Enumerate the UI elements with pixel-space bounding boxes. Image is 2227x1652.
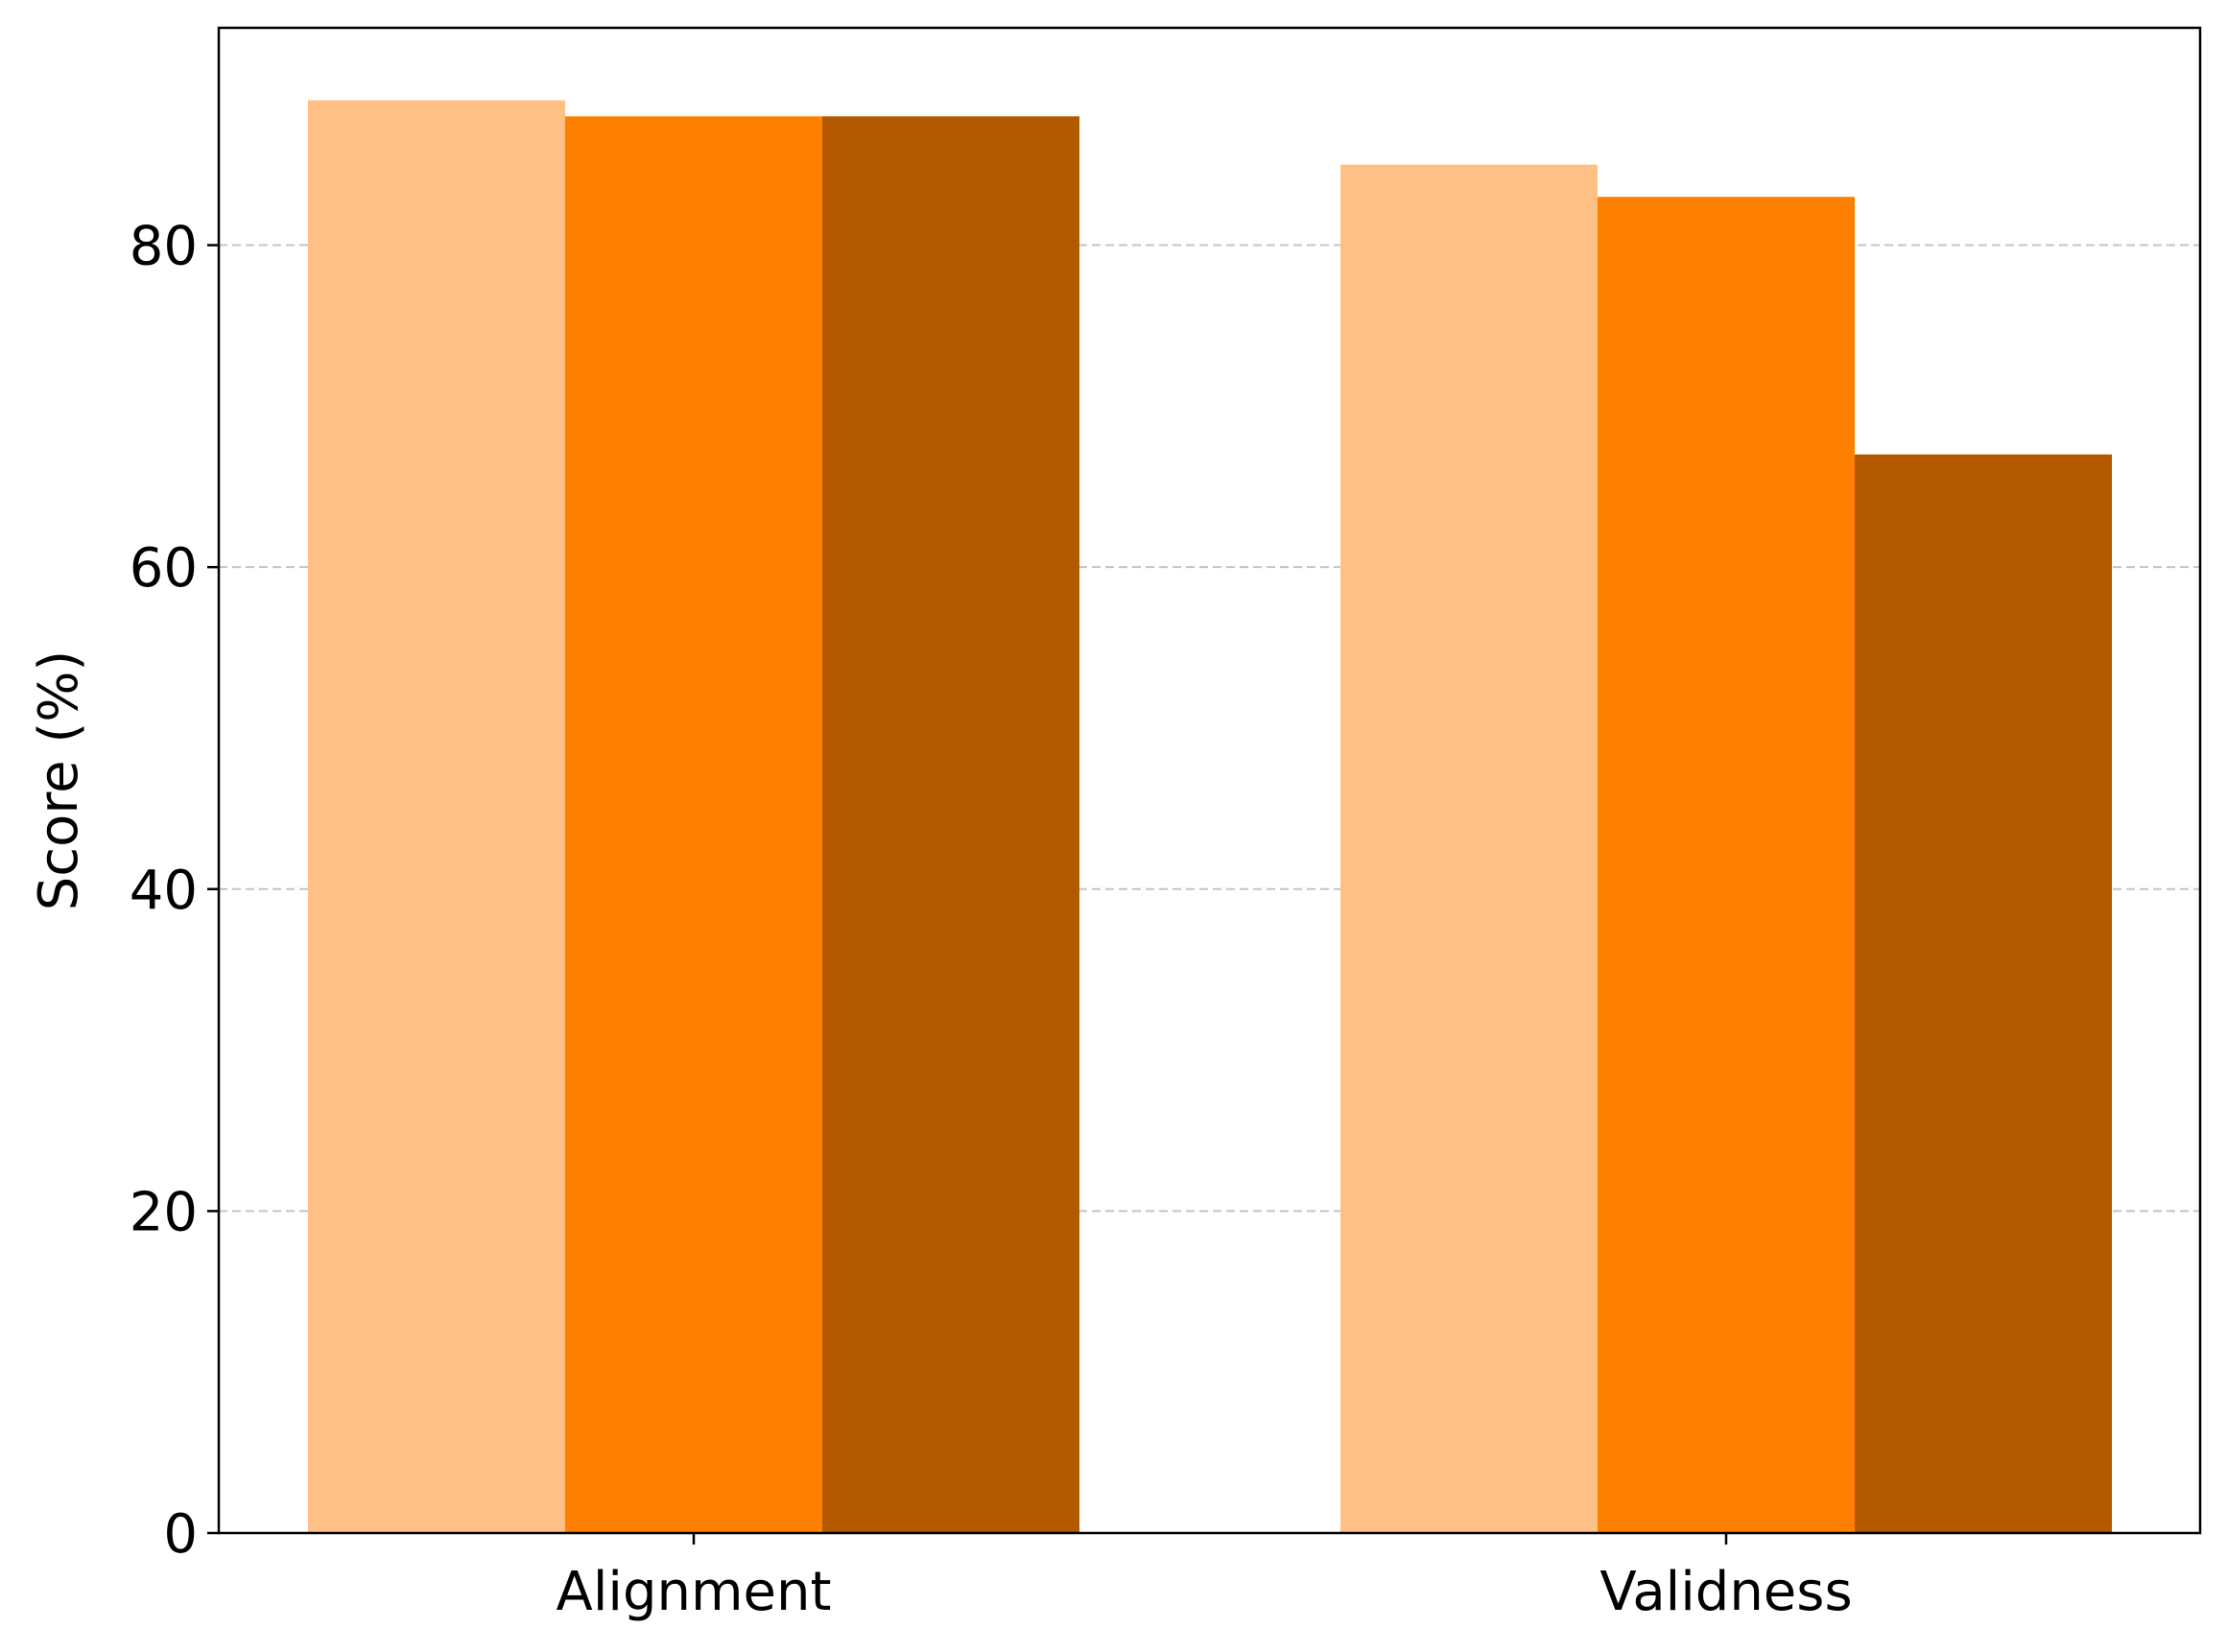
y-tick-label: 60	[130, 537, 198, 600]
bar-alignment-3	[822, 116, 1079, 1534]
bars	[308, 100, 2112, 1534]
y-tick-label: 80	[130, 216, 198, 278]
x-tick-label: Alignment	[557, 1561, 832, 1623]
y-tick-label: 40	[130, 860, 198, 922]
y-axis-label: Score (%)	[28, 650, 90, 911]
bar-alignment-1	[308, 100, 565, 1533]
bar-validness-2	[1598, 197, 1855, 1533]
bar-validness-1	[1340, 164, 1598, 1534]
plot-frame	[217, 26, 2202, 1535]
bar-validness-3	[1855, 454, 2112, 1534]
x-axis: Alignment Validness	[557, 1533, 1853, 1623]
x-tick-label: Validness	[1599, 1561, 1852, 1623]
y-axis: 0 20 40 60 80	[130, 216, 219, 1566]
bar-alignment-2	[565, 116, 822, 1534]
y-tick-label: 0	[163, 1503, 198, 1566]
y-tick-label: 20	[130, 1181, 198, 1243]
